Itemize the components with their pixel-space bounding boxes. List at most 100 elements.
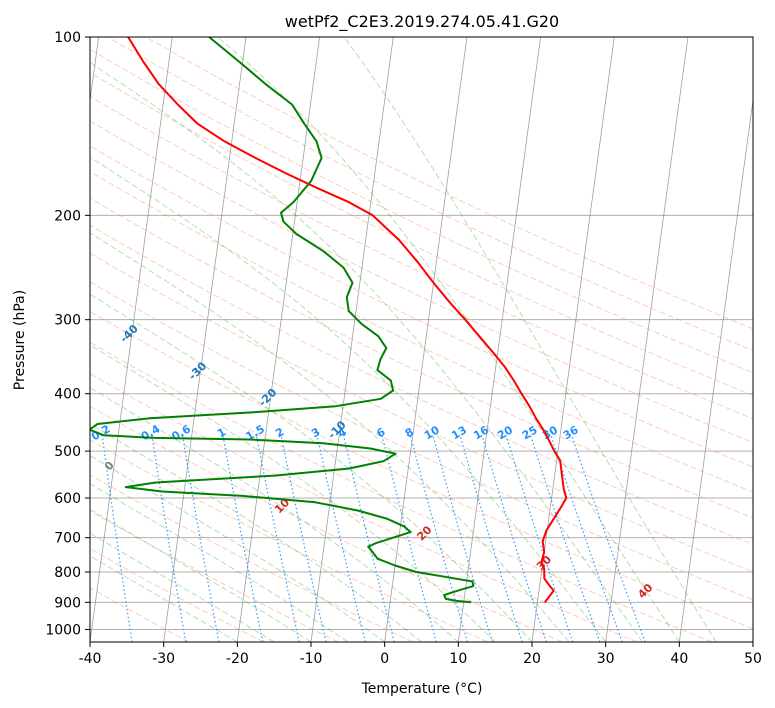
mixing-ratio-label: 13	[449, 423, 469, 442]
plot-frame	[89, 36, 754, 643]
plot-area: 0.10.20.40.611.52346810131620253036-100-…	[0, 37, 753, 642]
dry-adiabat-line	[90, 171, 753, 493]
isotherm-line	[163, 37, 247, 642]
dry-adiabat-line	[90, 197, 753, 519]
x-tick-label: -30	[152, 651, 175, 667]
y-tick-label: 200	[54, 208, 81, 224]
dry-adiabat-line	[90, 224, 753, 545]
mixing-ratio-label: 36	[561, 423, 581, 442]
isotherm-line	[457, 37, 542, 642]
isotherm-label: -60	[0, 242, 4, 265]
temperature-profile-line	[127, 37, 568, 603]
x-axis-label: Temperature (°C)	[361, 681, 483, 697]
isotherm-line	[90, 37, 173, 642]
x-tick-label: 30	[597, 651, 615, 667]
mixing-ratio-line	[255, 435, 300, 642]
moist-adiabat-line	[90, 508, 312, 642]
moist-adiabat-line	[343, 37, 717, 642]
dewpoint-profile-line	[90, 37, 475, 604]
y-tick-label: 1000	[45, 622, 81, 638]
isotherm-label: -20	[256, 386, 279, 409]
dry-adiabat-line	[90, 510, 339, 642]
dry-adiabat-line	[107, 37, 753, 352]
isotherm-line	[605, 37, 689, 642]
dry-adiabat-line	[90, 341, 712, 642]
mixing-ratio-label: 30	[540, 423, 560, 442]
dry-adiabat-line	[90, 548, 264, 642]
moist-adiabat-line	[90, 386, 459, 642]
x-tick-label: 0	[380, 651, 389, 667]
moist-adiabat-line	[90, 423, 422, 642]
y-tick-label: 800	[54, 565, 81, 581]
isotherm-label: -30	[186, 359, 209, 382]
mixing-ratio-label: 0.1	[42, 422, 65, 443]
isotherm-line	[90, 37, 100, 104]
mixing-ratio-line	[505, 435, 574, 642]
isotherm-line	[531, 37, 615, 642]
x-tick-label: -10	[300, 651, 323, 667]
isotherm-line	[678, 97, 753, 642]
dry-adiabat-line	[90, 310, 753, 630]
mixing-ratio-line	[181, 435, 220, 642]
y-tick-label: 900	[54, 595, 81, 611]
dry-adiabat-line	[90, 373, 638, 642]
mixing-ratio-line	[222, 435, 264, 642]
dry-adiabat-line	[90, 252, 753, 573]
y-tick-label: 100	[54, 30, 81, 46]
mixing-ratio-line	[530, 435, 601, 642]
y-axis-label: Pressure (hPa)	[12, 290, 28, 390]
y-tick-label: 700	[54, 531, 81, 547]
mixing-ratio-label: 0.6	[170, 422, 194, 443]
mixing-ratio-line	[571, 435, 646, 642]
dry-adiabat-line	[145, 37, 753, 330]
moist-adiabat-line	[90, 156, 607, 642]
dry-adiabat-line	[90, 48, 753, 374]
moist-adiabat-line	[90, 532, 275, 642]
moist-adiabat-line	[90, 555, 238, 642]
mixing-ratio-line	[550, 435, 623, 642]
moist-adiabat-line	[90, 232, 570, 642]
isotherm-line	[384, 37, 468, 642]
mixing-ratio-line	[280, 435, 327, 642]
dry-adiabat-line	[90, 474, 414, 642]
dry-adiabat-line	[90, 405, 563, 642]
moist-adiabat-label: 20	[414, 523, 434, 543]
x-tick-label: 10	[449, 651, 467, 667]
dry-adiabat-line	[90, 439, 488, 642]
y-tick-label: 300	[54, 313, 81, 329]
mixing-ratio-label: 0.4	[139, 422, 163, 443]
moist-adiabat-label: 40	[635, 581, 655, 601]
mixing-ratio-line	[151, 435, 187, 642]
dry-adiabat-line	[90, 95, 753, 420]
isotherm-label: -40	[117, 322, 140, 345]
y-tick-label: 400	[54, 387, 81, 403]
x-tick-label: -20	[226, 651, 249, 667]
x-tick-label: 40	[670, 651, 688, 667]
moist-adiabat-line	[90, 454, 385, 642]
moist-adiabat-line	[90, 344, 496, 642]
mixing-ratio-label: 2	[273, 425, 286, 440]
isotherm-line	[236, 37, 321, 642]
x-tick-label: -40	[79, 651, 102, 667]
isotherm-line	[752, 639, 753, 642]
mixing-ratio-line	[342, 435, 395, 642]
dry-adiabat-line	[90, 71, 753, 396]
x-tick-label: 50	[744, 651, 762, 667]
chart-title: wetPf2_C2E3.2019.274.05.41.G20	[285, 12, 559, 32]
axes: -40 -30 -20 -10 0 10 20 30 40 50 100 200 300 400 500 60…	[45, 30, 762, 667]
mixing-ratio-label: 20	[495, 423, 515, 442]
y-tick-label: 500	[54, 444, 81, 460]
y-tick-label: 600	[54, 491, 81, 507]
mixing-ratio-line	[101, 435, 133, 642]
mixing-ratio-label: 16	[471, 423, 491, 442]
mixing-ratio-line	[432, 435, 493, 642]
mixing-ratio-line	[409, 435, 469, 642]
dry-adiabat-line	[90, 145, 753, 468]
moist-adiabat-line	[217, 37, 680, 642]
moist-adiabat-line	[90, 293, 533, 642]
mixing-ratio-label: 10	[422, 423, 442, 442]
mixing-ratio-line	[381, 435, 437, 642]
x-tick-label: 20	[523, 651, 541, 667]
mixing-ratio-label: 0.2	[89, 422, 112, 443]
